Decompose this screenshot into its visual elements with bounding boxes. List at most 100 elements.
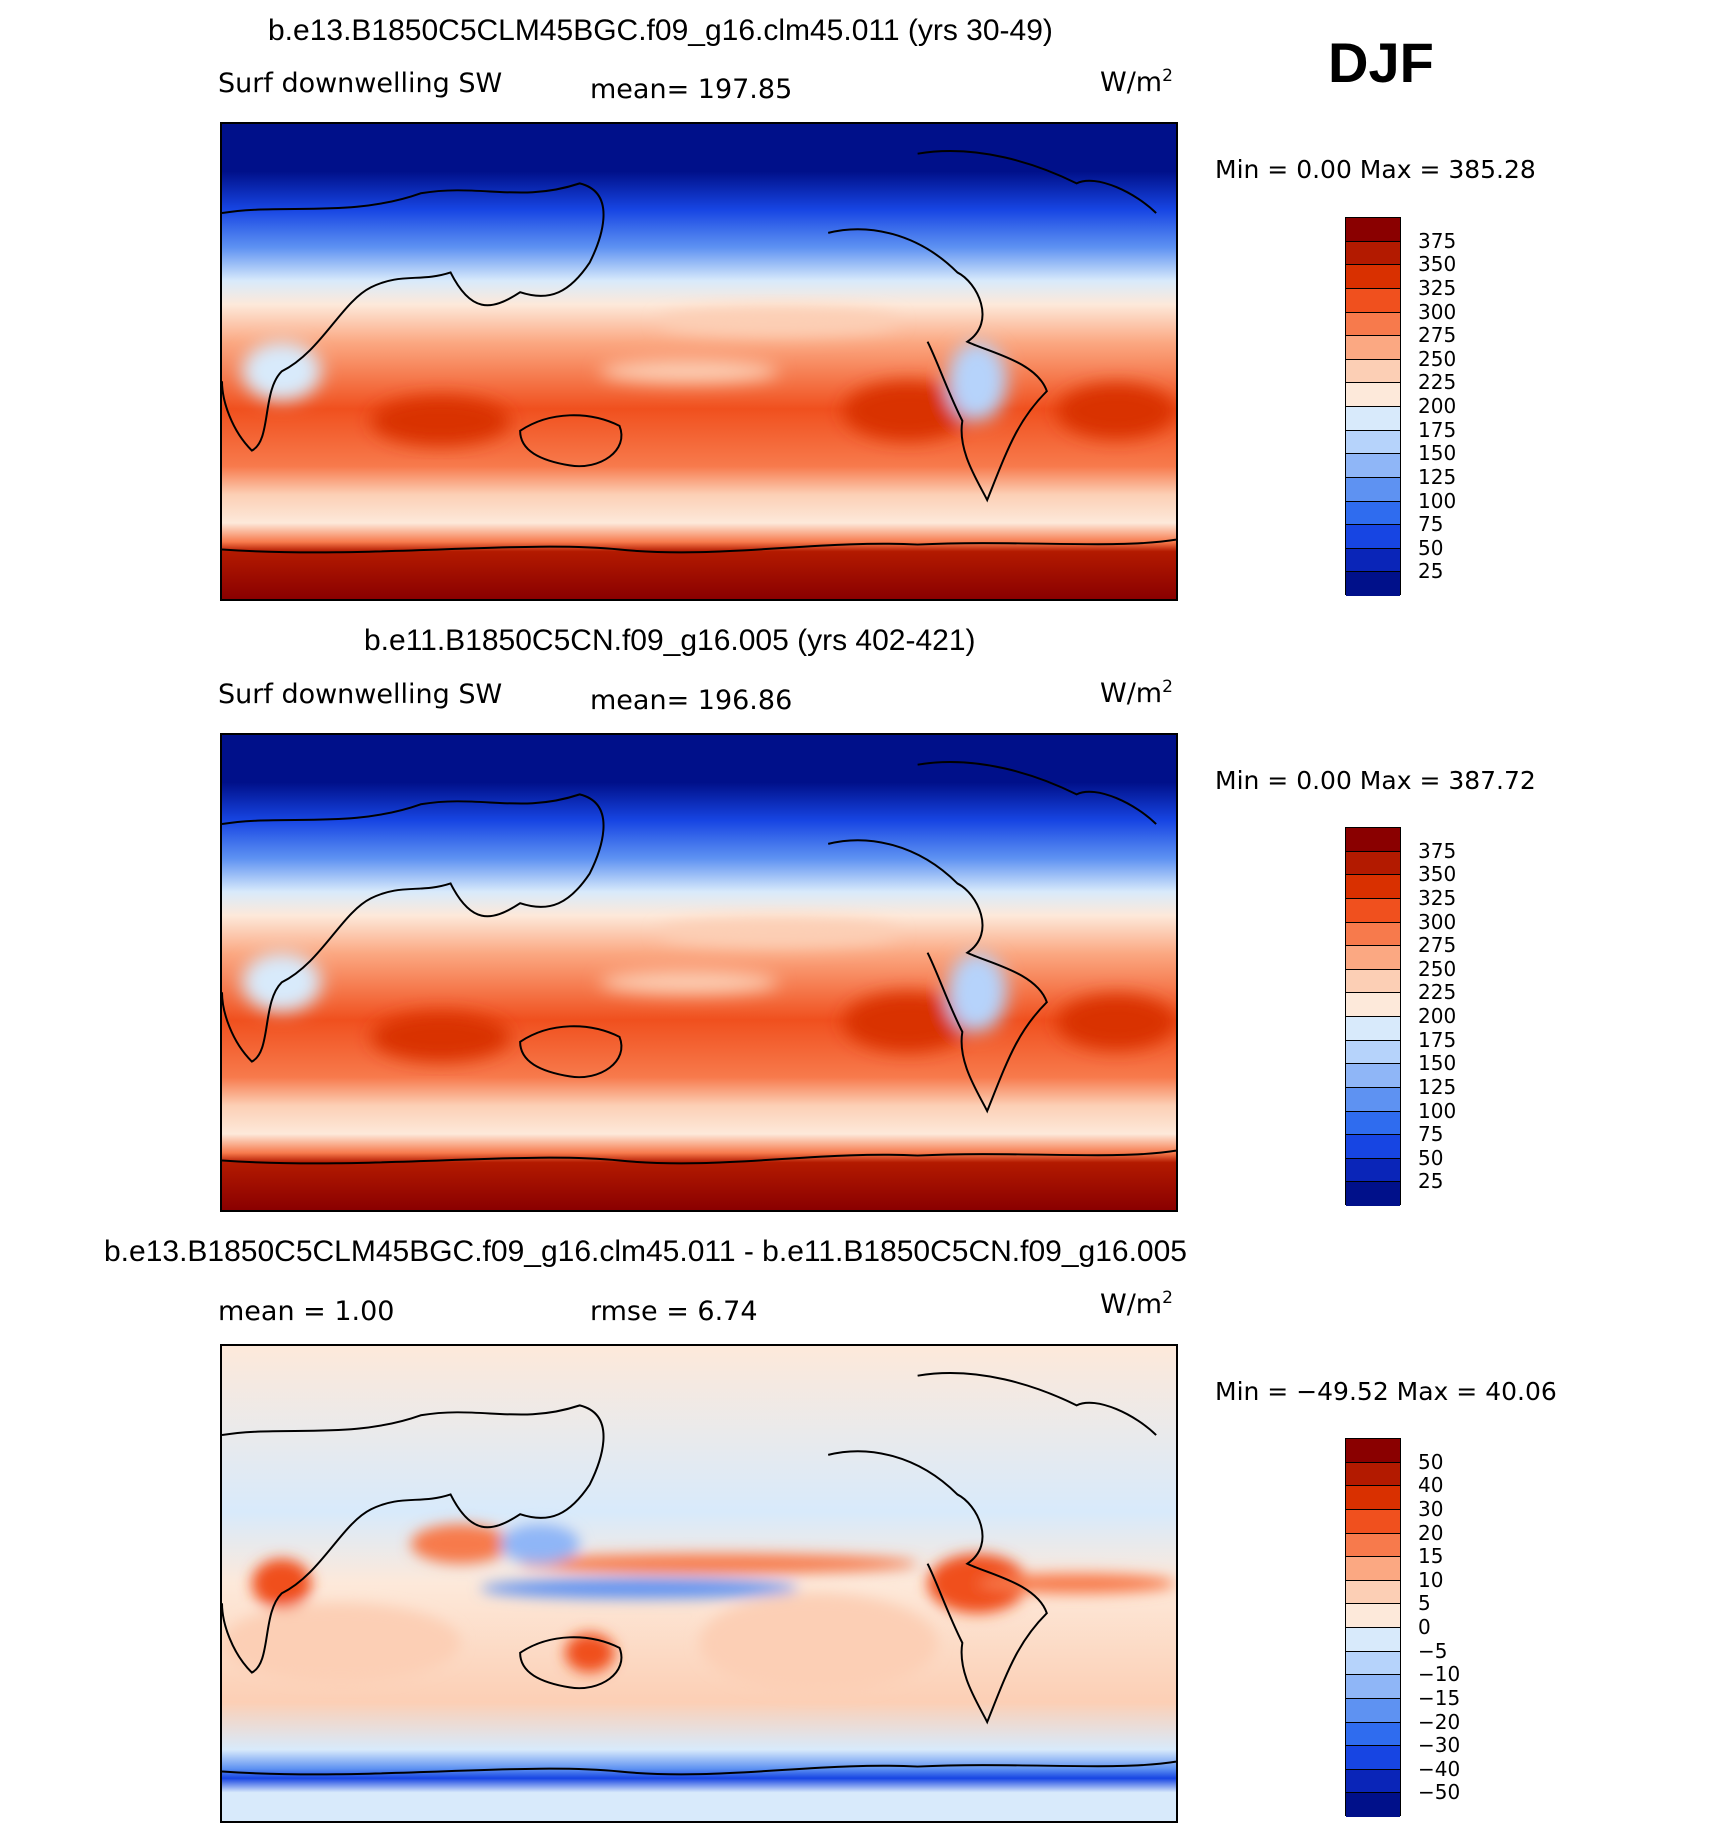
map-difference [220,1344,1178,1823]
colorbar-tick-label: 175 [1418,1027,1457,1052]
colorbar-swatch [1346,922,1400,947]
colorbar-swatch [1346,1651,1400,1676]
colorbar-swatch [1346,1604,1400,1628]
colorbar-swatch [1346,1746,1400,1770]
colorbar-swatch [1346,1533,1400,1558]
unit-label: W/m2 [1100,1288,1173,1320]
colorbar-swatch [1346,477,1400,502]
variable-label: Surf downwelling SW [218,679,503,710]
colorbar-tick-label: 275 [1418,323,1457,348]
colorbar-tick-label: 25 [1418,1169,1444,1194]
colorbar [1345,827,1401,1206]
colorbar-tick-label: 350 [1418,252,1457,277]
colorbar-swatch [1346,1135,1400,1159]
colorbar-swatch [1346,1509,1400,1534]
colorbar-swatch [1346,1675,1400,1699]
colorbar-tick-label: −5 [1418,1638,1448,1663]
unit-label: W/m2 [1100,66,1173,98]
colorbar-swatch [1346,312,1400,337]
panel-title: b.e13.B1850C5CLM45BGC.f09_g16.clm45.011 … [268,14,1053,47]
colorbar-swatch [1346,1769,1400,1794]
colorbar-swatch [1346,1087,1400,1112]
colorbar-tick-label: −50 [1418,1780,1461,1805]
min-max-label: Min = −49.52 Max = 40.06 [1215,1377,1557,1406]
colorbar-swatch [1346,548,1400,573]
colorbar-tick-label: 50 [1418,535,1444,560]
colorbar-swatch [1346,969,1400,994]
colorbar-tick-label: −20 [1418,1709,1461,1734]
colorbar-swatch [1346,288,1400,313]
colorbar-tick-label: 200 [1418,1004,1457,1028]
colorbar-tick-label: 25 [1418,559,1444,584]
panel-title: b.e11.B1850C5CN.f09_g16.005 (yrs 402-421… [364,624,976,657]
colorbar-swatch [1346,1557,1400,1581]
mean-label: mean = 1.00 [218,1296,395,1327]
mean-label: mean= 197.85 [590,74,793,105]
colorbar-tick-label: 200 [1418,394,1457,418]
colorbar-swatch [1346,898,1400,923]
colorbar-tick-label: 5 [1418,1591,1431,1616]
map-case1 [220,122,1178,601]
colorbar-tick-label: 250 [1418,956,1457,981]
panel-title: b.e13.B1850C5CLM45BGC.f09_g16.clm45.011 … [104,1235,1187,1268]
colorbar-tick-label: 375 [1418,838,1457,863]
colorbar-swatch [1346,218,1400,242]
colorbar-swatch [1346,525,1400,549]
colorbar-swatch [1346,1580,1400,1605]
colorbar-swatch [1346,1040,1400,1065]
colorbar-swatch [1346,828,1400,852]
colorbar-swatch [1346,336,1400,360]
rmse-label: rmse = 6.74 [590,1296,758,1327]
colorbar-tick-label: 10 [1418,1567,1444,1592]
colorbar-swatch [1346,993,1400,1017]
colorbar-swatch [1346,241,1400,266]
colorbar-tick-label: 250 [1418,346,1457,371]
colorbar-swatch [1346,1793,1400,1817]
colorbar-swatch [1346,875,1400,899]
colorbar-swatch [1346,1182,1400,1206]
colorbar-tick-label: 125 [1418,464,1457,489]
variable-label: Surf downwelling SW [218,68,503,99]
contour-map [222,124,1176,599]
colorbar-tick-label: 225 [1418,370,1457,395]
colorbar-tick-label: 40 [1418,1473,1444,1498]
colorbar-swatch [1346,1158,1400,1183]
colorbar-tick-label: 175 [1418,417,1457,442]
colorbar-tick-label: 100 [1418,1098,1457,1123]
colorbar-tick-label: 225 [1418,980,1457,1005]
colorbar-swatch [1346,1462,1400,1487]
colorbar-tick-label: 300 [1418,299,1457,324]
map-case2 [220,733,1178,1212]
colorbar-swatch [1346,1111,1400,1136]
colorbar-swatch [1346,946,1400,970]
colorbar-tick-label: −15 [1418,1685,1461,1710]
colorbar-tick-label: 325 [1418,885,1457,910]
colorbar-swatch [1346,407,1400,431]
colorbar-tick-label: −40 [1418,1756,1461,1781]
colorbar-tick-label: 350 [1418,862,1457,887]
colorbar-swatch [1346,1628,1400,1652]
colorbar-tick-label: 275 [1418,933,1457,958]
min-max-label: Min = 0.00 Max = 387.72 [1215,766,1536,795]
colorbar-tick-label: 15 [1418,1544,1444,1569]
colorbar-tick-label: 300 [1418,909,1457,934]
colorbar [1345,217,1401,596]
coastlines [222,1372,1176,1776]
colorbar-tick-label: 325 [1418,275,1457,300]
coastlines [222,150,1176,554]
colorbar-swatch [1346,359,1400,384]
coastlines [222,761,1176,1165]
colorbar-swatch [1346,1698,1400,1723]
colorbar-swatch [1346,572,1400,596]
colorbar-swatch [1346,1439,1400,1463]
colorbar-tick-label: 150 [1418,441,1457,466]
colorbar-tick-label: 30 [1418,1496,1444,1521]
contour-map [222,735,1176,1210]
colorbar-tick-label: 375 [1418,228,1457,253]
colorbar-tick-label: 75 [1418,1122,1444,1147]
colorbar-swatch [1346,265,1400,289]
colorbar-swatch [1346,851,1400,876]
colorbar-tick-label: −30 [1418,1733,1461,1758]
colorbar-tick-label: 0 [1418,1615,1431,1639]
contour-map [222,1346,1176,1821]
